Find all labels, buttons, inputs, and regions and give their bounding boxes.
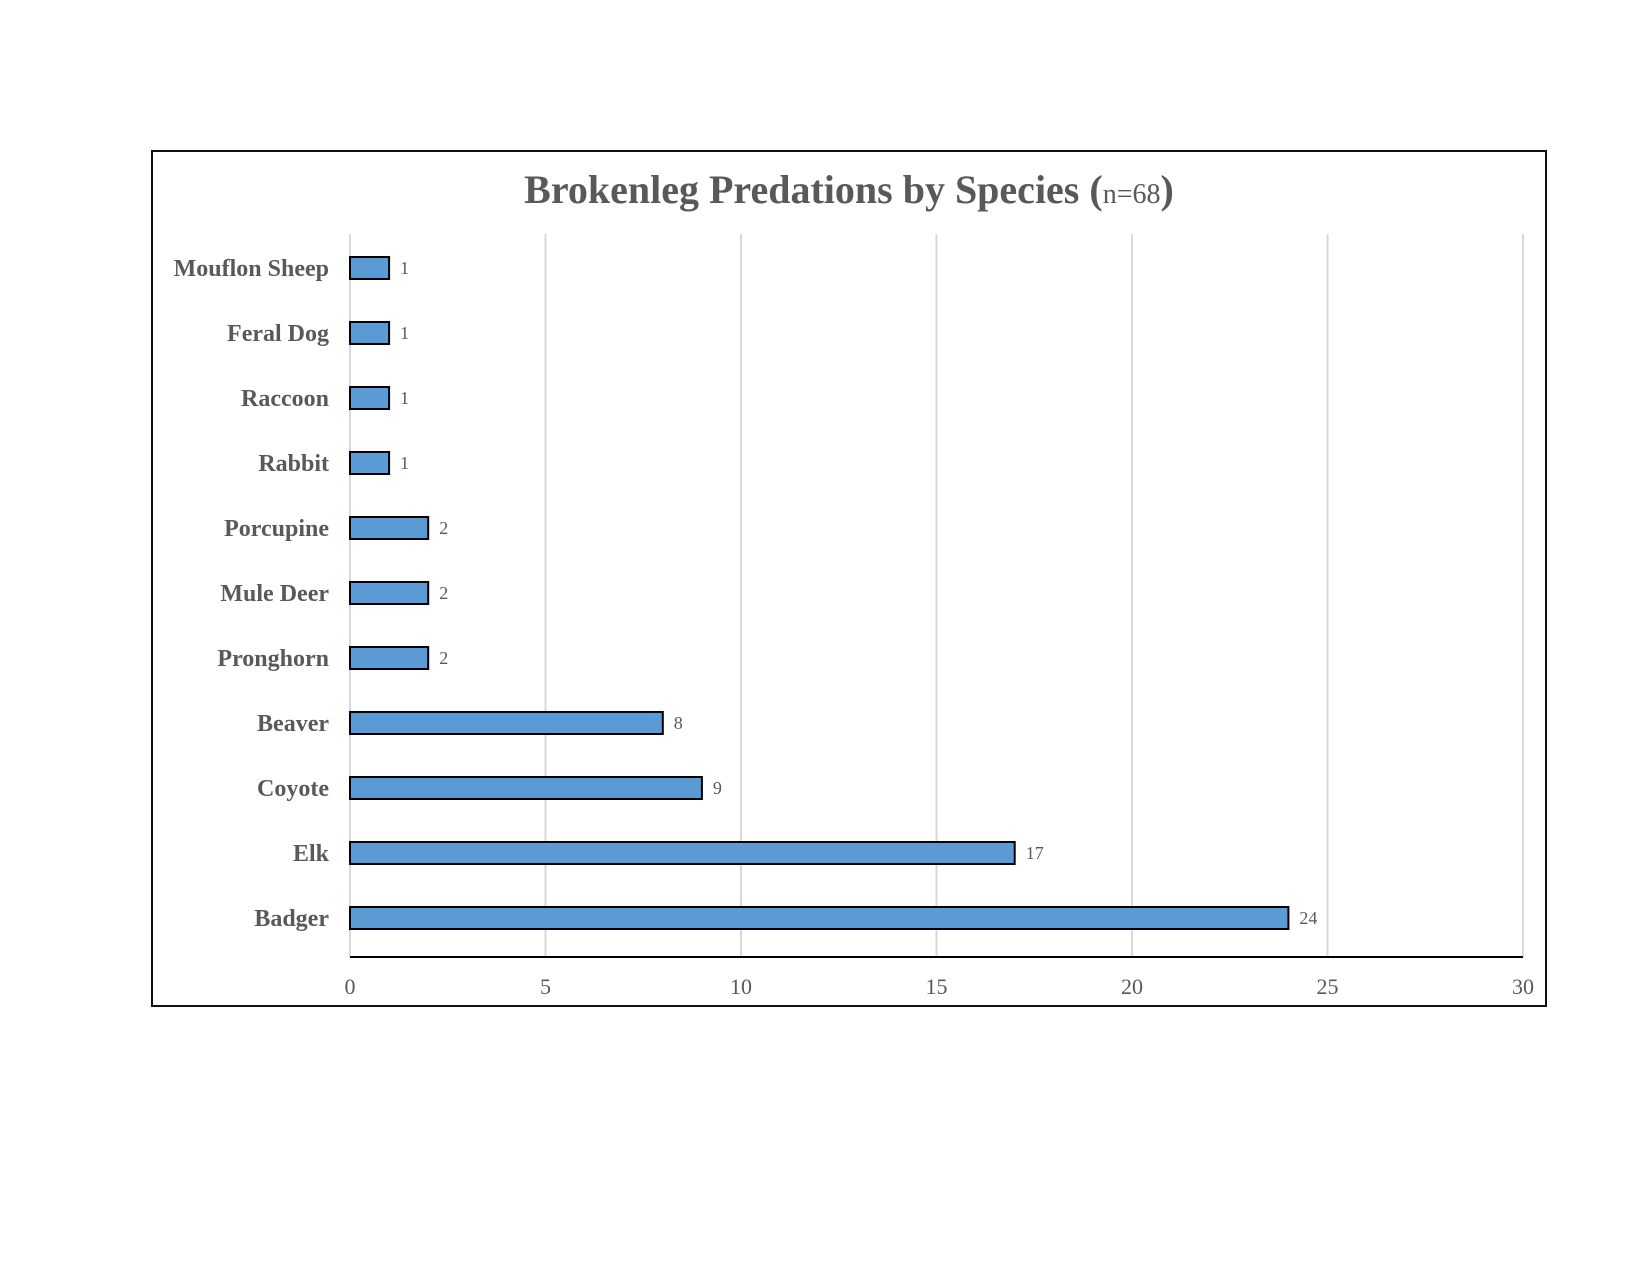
bar-coyote	[350, 777, 702, 799]
data-label-rabbit: 1	[400, 453, 409, 473]
bar-mouflon-sheep	[350, 257, 389, 279]
category-label-coyote: Coyote	[257, 776, 329, 802]
category-label-pronghorn: Pronghorn	[217, 646, 329, 672]
data-label-pronghorn: 2	[439, 648, 448, 668]
bar-badger	[350, 907, 1288, 929]
x-tick-label-10: 10	[730, 974, 752, 999]
chart-frame: Brokenleg Predations by Species (n=68) 0…	[151, 150, 1547, 1007]
x-tick-label-30: 30	[1512, 974, 1534, 999]
category-label-beaver: Beaver	[257, 711, 329, 737]
category-label-badger: Badger	[254, 906, 329, 932]
data-label-badger: 24	[1299, 908, 1317, 928]
bar-chart-plot: 0 5 10 15 20 25 30 Mouflon Sheep 1 Feral Dog 1 Racc…	[153, 152, 1545, 1005]
x-tick-label-20: 20	[1121, 974, 1143, 999]
bar-pronghorn	[350, 647, 428, 669]
data-label-feral-dog: 1	[400, 323, 409, 343]
bar-raccoon	[350, 387, 389, 409]
data-label-mule-deer: 2	[439, 583, 448, 603]
data-label-porcupine: 2	[439, 518, 448, 538]
x-tick-label-15: 15	[926, 974, 948, 999]
category-label-rabbit: Rabbit	[258, 451, 329, 477]
category-label-elk: Elk	[293, 841, 330, 867]
data-label-elk: 17	[1026, 843, 1044, 863]
bar-beaver	[350, 712, 663, 734]
data-label-raccoon: 1	[400, 388, 409, 408]
category-label-porcupine: Porcupine	[224, 516, 329, 542]
category-label-raccoon: Raccoon	[241, 386, 329, 412]
bar-porcupine	[350, 517, 428, 539]
category-label-feral-dog: Feral Dog	[227, 321, 329, 347]
x-tick-label-0: 0	[345, 974, 356, 999]
category-label-mule-deer: Mule Deer	[220, 581, 329, 607]
data-label-coyote: 9	[713, 778, 722, 798]
category-label-mouflon-sheep: Mouflon Sheep	[174, 256, 329, 282]
data-label-mouflon-sheep: 1	[400, 258, 409, 278]
x-tick-label-25: 25	[1317, 974, 1339, 999]
bar-rabbit	[350, 452, 389, 474]
bar-elk	[350, 842, 1015, 864]
bar-mule-deer	[350, 582, 428, 604]
x-tick-label-5: 5	[540, 974, 551, 999]
data-label-beaver: 8	[674, 713, 683, 733]
bar-feral-dog	[350, 322, 389, 344]
